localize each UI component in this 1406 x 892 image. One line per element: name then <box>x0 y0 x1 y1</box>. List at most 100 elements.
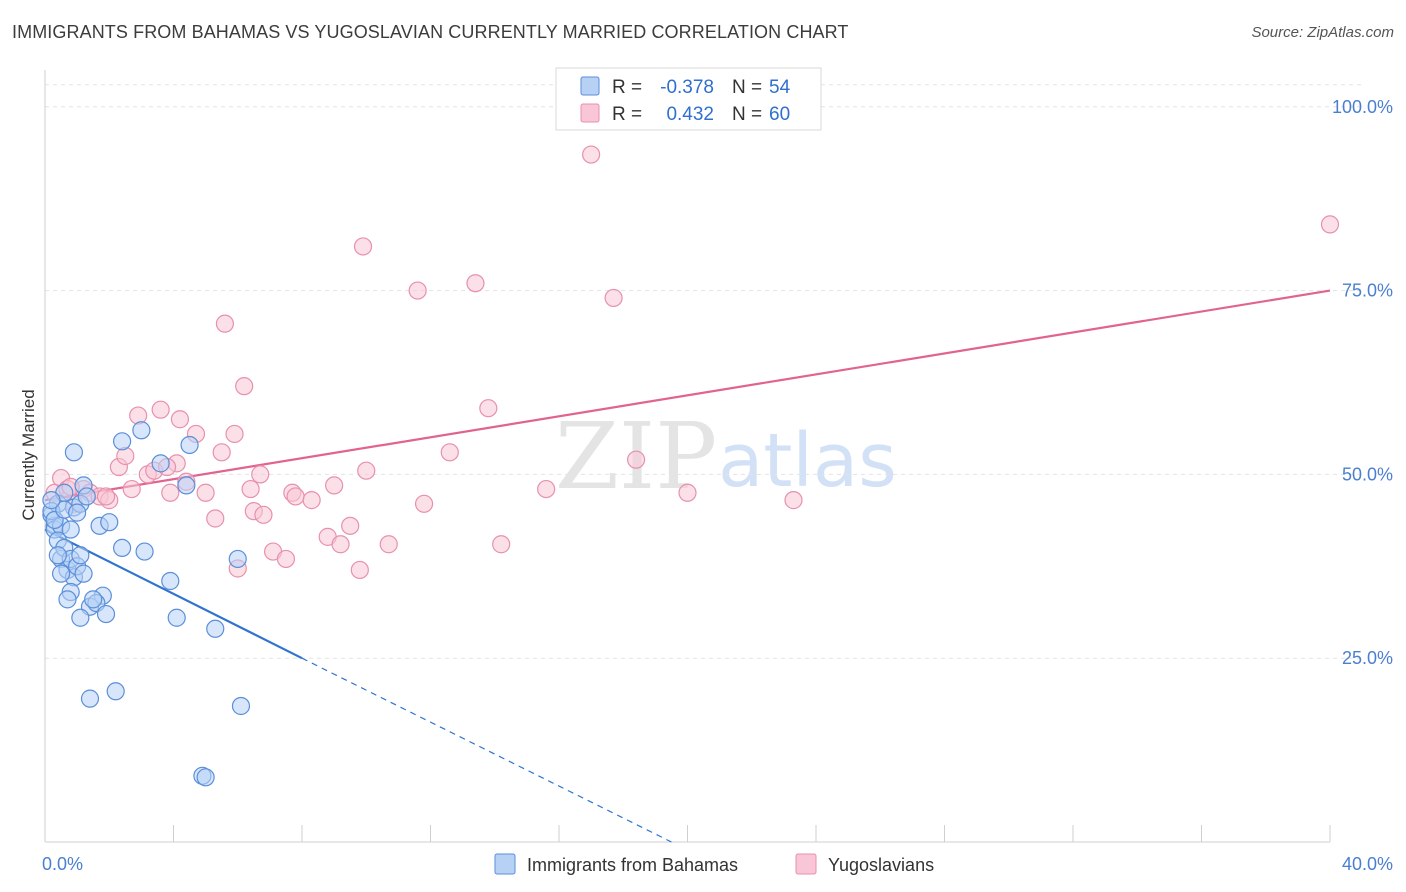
legend-swatch-blue <box>580 76 600 96</box>
yugoslavians-point-26 <box>241 479 260 499</box>
bahamas-point-16 <box>180 435 199 455</box>
y-tick-label-50: 50.0% <box>1342 464 1393 484</box>
x-tick-label-start: 0.0% <box>42 854 83 874</box>
bahamas-point-32 <box>112 538 132 558</box>
bahamas-point-53 <box>51 564 71 583</box>
legend-r-value-pink: 0.432 <box>666 104 714 125</box>
yugoslavians-point-47 <box>479 399 498 418</box>
yugoslavians-point-14 <box>151 400 170 419</box>
yugoslavians-point-29 <box>251 465 270 484</box>
legend-swatch-pink <box>580 103 600 123</box>
yugoslavians-point-39 <box>350 560 369 580</box>
yugoslavians-point-55 <box>1320 215 1340 234</box>
yugoslavians-point-38 <box>341 516 360 535</box>
correlation-legend: R = -0.378 N = 54 R = 0.432 N = 60 <box>555 67 822 131</box>
source-credit: Source: ZipAtlas.com <box>1251 24 1394 41</box>
yugoslavians-point-23 <box>215 314 234 333</box>
y-tick-label-100: 100.0% <box>1332 97 1393 117</box>
yugoslavians-point-17 <box>170 410 190 429</box>
bahamas-point-49 <box>48 546 67 565</box>
legend-r-value-blue: -0.378 <box>660 77 714 98</box>
bahamas-trend-extension <box>301 657 672 843</box>
yugoslavians-point-25 <box>235 377 254 396</box>
yugoslavians-point-24 <box>225 424 244 444</box>
data-points <box>42 145 1340 787</box>
yugoslavians-point-33 <box>286 487 305 506</box>
bottom-legend-label-blue: Immigrants from Bahamas <box>527 855 738 875</box>
yugoslavians-point-22 <box>212 443 231 462</box>
bahamas-point-24 <box>71 546 90 565</box>
bahamas-point-35 <box>161 571 180 591</box>
yugoslavians-point-57 <box>96 487 116 506</box>
yugoslavians-point-28 <box>254 505 273 524</box>
yugoslavians-point-11 <box>129 406 148 425</box>
bahamas-point-27 <box>74 564 93 583</box>
bahamas-point-17 <box>177 476 196 495</box>
bahamas-point-13 <box>112 432 132 451</box>
yugoslavians-point-42 <box>379 535 398 554</box>
yugoslavians-point-52 <box>626 450 646 469</box>
yugoslavians-point-21 <box>206 509 225 528</box>
yugoslavians-point-40 <box>357 461 376 480</box>
yugoslavians-point-20 <box>196 483 215 502</box>
bahamas-point-51 <box>100 513 119 532</box>
yugoslavians-point-41 <box>353 237 373 256</box>
yugoslavians-point-51 <box>604 288 623 308</box>
y-tick-label-25: 25.0% <box>1342 648 1393 668</box>
bahamas-point-41 <box>231 696 251 716</box>
bahamas-point-40 <box>106 682 125 701</box>
yugoslavians-point-31 <box>276 549 296 569</box>
yugoslavians-point-34 <box>302 491 321 510</box>
legend-n-label-blue: N = <box>732 77 762 98</box>
yugoslavians-point-10 <box>122 479 141 499</box>
bahamas-point-15 <box>151 454 170 473</box>
yugoslavians-trend-line <box>44 289 1331 502</box>
bahamas-point-44 <box>84 590 103 609</box>
bahamas-point-50 <box>77 487 96 506</box>
yugoslavians-point-44 <box>414 494 434 513</box>
yugoslavians-point-36 <box>325 476 344 495</box>
yugoslavians-point-15 <box>161 483 180 502</box>
bahamas-point-33 <box>135 542 154 561</box>
yugoslavians-point-48 <box>492 535 511 554</box>
bahamas-point-38 <box>228 549 247 569</box>
bottom-legend-label-pink: Yugoslavians <box>828 855 934 875</box>
yugoslavians-point-37 <box>331 535 350 554</box>
y-tick-label-75: 75.0% <box>1342 281 1393 301</box>
chart-title: IMMIGRANTS FROM BAHAMAS VS YUGOSLAVIAN C… <box>12 22 849 42</box>
bahamas-point-8 <box>61 520 80 539</box>
y-axis-label: Currently Married <box>19 389 38 520</box>
bahamas-point-36 <box>167 608 186 627</box>
legend-r-label-blue: R = <box>612 77 642 98</box>
yugoslavians-point-53 <box>678 483 697 502</box>
bottom-legend-swatch-pink <box>795 853 817 875</box>
watermark-atlas: atlas <box>718 418 897 504</box>
tick-labels: 25.0% 50.0% 75.0% 100.0% 0.0% 40.0% <box>42 97 1393 874</box>
series-legend: Immigrants from Bahamas Yugoslavians <box>494 853 934 875</box>
yugoslavians-point-45 <box>440 443 459 462</box>
legend-r-label-pink: R = <box>612 104 642 125</box>
yugoslavians-point-50 <box>582 145 601 164</box>
yugoslavians-point-49 <box>537 479 556 499</box>
watermark: ZIP atlas <box>555 403 897 510</box>
legend-n-label-pink: N = <box>732 104 762 125</box>
bahamas-point-26 <box>58 590 77 609</box>
bottom-legend-swatch-blue <box>494 853 516 875</box>
yugoslavians-point-9 <box>116 446 135 466</box>
x-tick-label-end: 40.0% <box>1342 854 1393 874</box>
yugoslavians-point-46 <box>466 274 485 293</box>
bahamas-point-48 <box>68 503 87 522</box>
bahamas-point-14 <box>132 421 151 440</box>
bahamas-point-12 <box>64 443 84 462</box>
bahamas-point-52 <box>42 491 61 510</box>
axes <box>44 70 1331 843</box>
bahamas-point-45 <box>71 608 90 627</box>
bahamas-point-39 <box>80 689 100 708</box>
yugoslavians-point-54 <box>784 491 803 510</box>
bahamas-point-31 <box>96 604 116 624</box>
legend-n-value-blue: 54 <box>769 77 791 98</box>
legend-n-value-pink: 60 <box>769 104 790 125</box>
bahamas-point-37 <box>206 619 225 638</box>
yugoslavians-point-43 <box>408 281 427 300</box>
